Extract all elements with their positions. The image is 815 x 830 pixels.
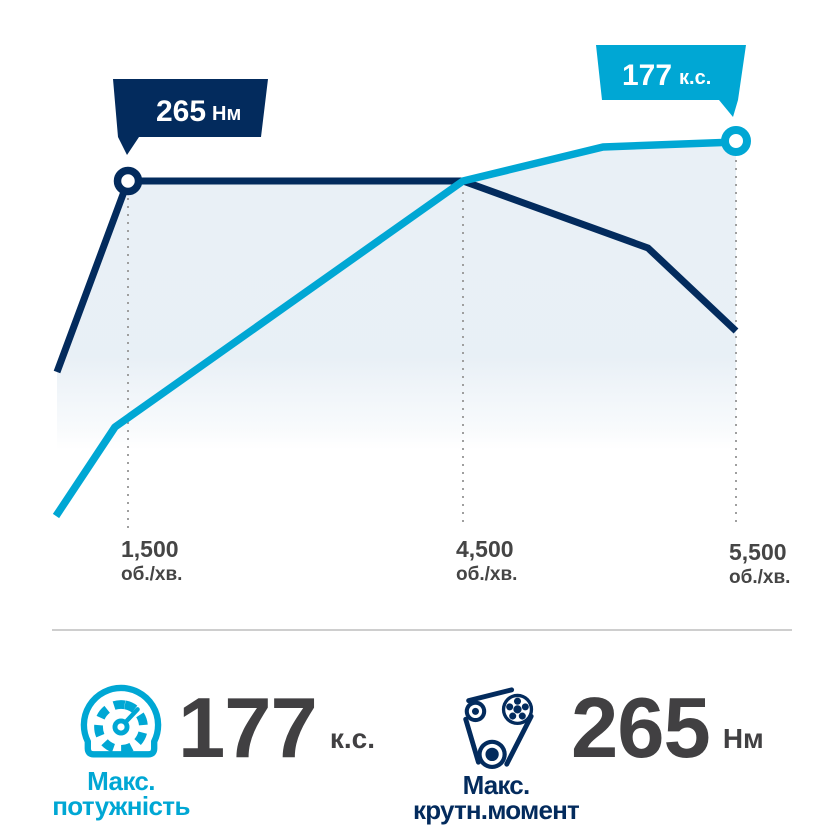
power-curve [52, 138, 737, 519]
x-tick-value: 1,500 [121, 536, 179, 562]
max-power-unit: к.с. [329, 723, 375, 754]
cam-wheel-hole [518, 712, 526, 720]
crank-pulley-center [485, 747, 499, 762]
cam-wheel-hole [506, 703, 514, 711]
power-callout-flag [596, 45, 746, 117]
max-power-stat: Макс. потужність 177 к.с. [52, 681, 375, 819]
section-divider [52, 629, 792, 631]
x-tick-4500: 4,500 об./хв. [456, 536, 518, 586]
x-tick-1500: 1,500 об./хв. [121, 536, 183, 586]
max-torque-unit: Нм [722, 723, 764, 754]
speedometer-ticks [94, 700, 148, 754]
x-tick-value: 4,500 [456, 536, 514, 562]
max-torque-icon-column: Макс. крутн.момент [413, 684, 580, 823]
torque-callout-flag [113, 79, 268, 155]
idler-wheel-center [471, 707, 479, 715]
timing-belt-icon [463, 687, 534, 770]
area-fill [57, 142, 736, 450]
max-power-label-line2: потужність [52, 791, 190, 821]
max-power-value: 177 [178, 681, 318, 776]
max-power-icon-column: Макс. потужність [52, 684, 190, 819]
x-tick-unit: об./хв. [121, 564, 183, 586]
belt-right [504, 713, 534, 767]
torque-callout-value: 265 [156, 95, 206, 128]
max-torque-label-line1: Макс. [462, 770, 531, 800]
x-tick-5500: 5,500 об./хв. [729, 539, 791, 589]
speedometer-hub [112, 718, 130, 736]
speedometer-housing [80, 684, 162, 758]
belt-top [466, 687, 515, 704]
x-tick-unit: об./хв. [729, 567, 791, 589]
power-peak-marker [721, 126, 751, 156]
max-torque-label-line2: крутн.момент [413, 795, 580, 825]
max-torque-value-row: 265 Нм [571, 681, 764, 776]
power-callout-value: 177 [622, 59, 672, 92]
max-torque-value: 265 [571, 681, 711, 776]
x-tick-unit: об./хв. [456, 564, 518, 586]
max-power-value-row: 177 к.с. [178, 681, 375, 776]
belt-left [463, 716, 481, 765]
x-tick-value: 5,500 [729, 539, 787, 565]
power-torque-chart: 265 Нм 177 к.с. [52, 45, 751, 528]
max-torque-stat: Макс. крутн.момент 265 Нм [413, 681, 764, 823]
cam-wheel-hole [521, 703, 529, 711]
cam-wheel-hole [513, 697, 522, 705]
power-callout-unit: к.с. [679, 67, 711, 89]
cam-wheel-center [513, 705, 522, 714]
torque-callout-unit: Нм [212, 103, 241, 125]
max-power-label-line1: Макс. [87, 766, 155, 796]
cam-wheel-hole [509, 712, 517, 720]
speedometer-icon [80, 684, 162, 758]
torque-peak-marker [113, 166, 143, 196]
